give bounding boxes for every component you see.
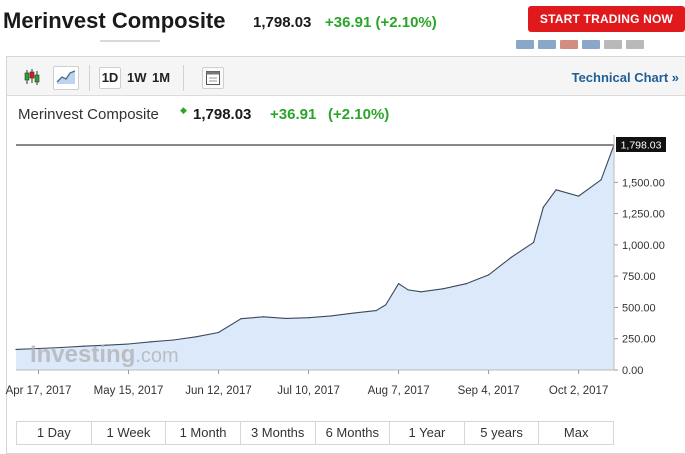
data-point (533, 241, 535, 243)
data-point (330, 315, 332, 317)
data-point (37, 347, 40, 350)
data-point (600, 179, 602, 181)
page-header: Merinvest Composite 1,798.03 +36.91 (+2.… (0, 0, 685, 40)
email-icon[interactable] (604, 40, 622, 49)
range-button-3-months[interactable]: 3 Months (240, 422, 316, 444)
instrument-title: Merinvest Composite (3, 8, 226, 33)
share-icons (516, 36, 685, 49)
data-point (578, 195, 580, 197)
chart-price: 1,798.03 (193, 106, 252, 123)
y-tick-label: 1,000.00 (622, 240, 665, 252)
range-button-1-year[interactable]: 1 Year (390, 422, 465, 444)
x-tick-label: Oct 2, 2017 (549, 385, 608, 397)
data-point (407, 289, 409, 291)
data-point (262, 316, 265, 318)
y-tick-label: 1,500.00 (622, 177, 665, 189)
range-button-1-month[interactable]: 1 Month (166, 422, 241, 444)
data-point (488, 274, 490, 276)
chart-percent: (+2.10%) (328, 106, 390, 123)
range-selector: 1 Day 1 Week 1 Month 3 Months 6 Months 1 Year… (16, 421, 614, 445)
x-tick-label: Jul 10, 2017 (277, 385, 340, 397)
linkedin-icon[interactable] (582, 40, 600, 49)
data-point (465, 283, 467, 285)
chart-toolbar: 1D 1W 1M Technical Chart » (6, 56, 685, 96)
instrument-change: +36.91 (+2.10%) (325, 14, 437, 31)
price-chart[interactable]: 1,798.03 1,500.00 1,250.00 1,000.00 750.00 5… (0, 0, 685, 420)
data-point (443, 288, 445, 290)
data-point (150, 341, 152, 343)
chart-title: Merinvest Composite (18, 106, 159, 123)
data-point (352, 312, 355, 314)
data-point (240, 318, 242, 320)
data-point (195, 336, 197, 338)
toolbar-divider (183, 65, 184, 91)
series-area (16, 145, 614, 370)
data-point (542, 206, 544, 208)
data-point (217, 331, 220, 334)
x-tick-label: Aug 7, 2017 (368, 385, 430, 397)
google-plus-icon[interactable] (560, 40, 578, 49)
toolbar-divider (89, 65, 90, 91)
data-point (510, 256, 512, 258)
candlestick-icon[interactable] (21, 67, 43, 89)
instrument-price: 1,798.03 (253, 14, 312, 31)
start-trading-button[interactable]: START TRADING NOW (528, 6, 685, 32)
investing-watermark: Investing.com (30, 341, 179, 368)
range-button-1-day[interactable]: 1 Day (17, 422, 92, 444)
data-point (375, 309, 377, 312)
x-tick-label: Jun 12, 2017 (185, 385, 252, 397)
data-point (60, 346, 62, 349)
y-tick-label: 500.00 (622, 302, 656, 314)
data-point (82, 345, 85, 347)
data-point (105, 344, 107, 346)
window-icon[interactable] (202, 67, 224, 89)
print-icon[interactable] (626, 40, 644, 49)
y-tick-label: 250.00 (622, 334, 656, 346)
interval-1m-button[interactable]: 1M (152, 70, 171, 85)
range-button-6-months[interactable]: 6 Months (315, 422, 391, 444)
last-price-marker: 1,798.03 (616, 137, 666, 152)
data-point (397, 283, 400, 285)
data-point (307, 317, 310, 319)
facebook-icon[interactable] (516, 40, 534, 49)
data-point (15, 348, 17, 350)
technical-chart-link[interactable]: Technical Chart » (571, 70, 679, 85)
y-tick-label: 1,250.00 (622, 209, 665, 221)
interval-1d-button[interactable]: 1D (99, 67, 121, 89)
y-tick-label: 750.00 (622, 271, 656, 283)
x-tick-label: May 15, 2017 (94, 385, 164, 397)
data-point (555, 189, 557, 191)
interval-1w-button[interactable]: 1W (127, 70, 147, 85)
up-arrow-icon: ◆ (180, 105, 187, 115)
data-point (385, 304, 387, 306)
data-point (285, 317, 287, 320)
range-button-1-week[interactable]: 1 Week (91, 422, 167, 444)
x-tick-label: Apr 17, 2017 (6, 385, 72, 397)
twitter-icon[interactable] (538, 40, 556, 49)
range-button-5-years[interactable]: 5 years (464, 422, 540, 444)
y-tick-label: 0.00 (622, 365, 643, 377)
data-point (127, 343, 130, 345)
x-tick-label: Sep 4, 2017 (458, 385, 520, 397)
area-chart-icon[interactable] (53, 66, 79, 90)
last-price-label: 1,798.03 (621, 140, 662, 152)
range-button-max[interactable]: Max (539, 422, 613, 444)
data-point (172, 339, 175, 341)
chart-change: +36.91 (270, 106, 317, 123)
data-point (420, 291, 422, 293)
clipped-subtitle (100, 40, 160, 48)
